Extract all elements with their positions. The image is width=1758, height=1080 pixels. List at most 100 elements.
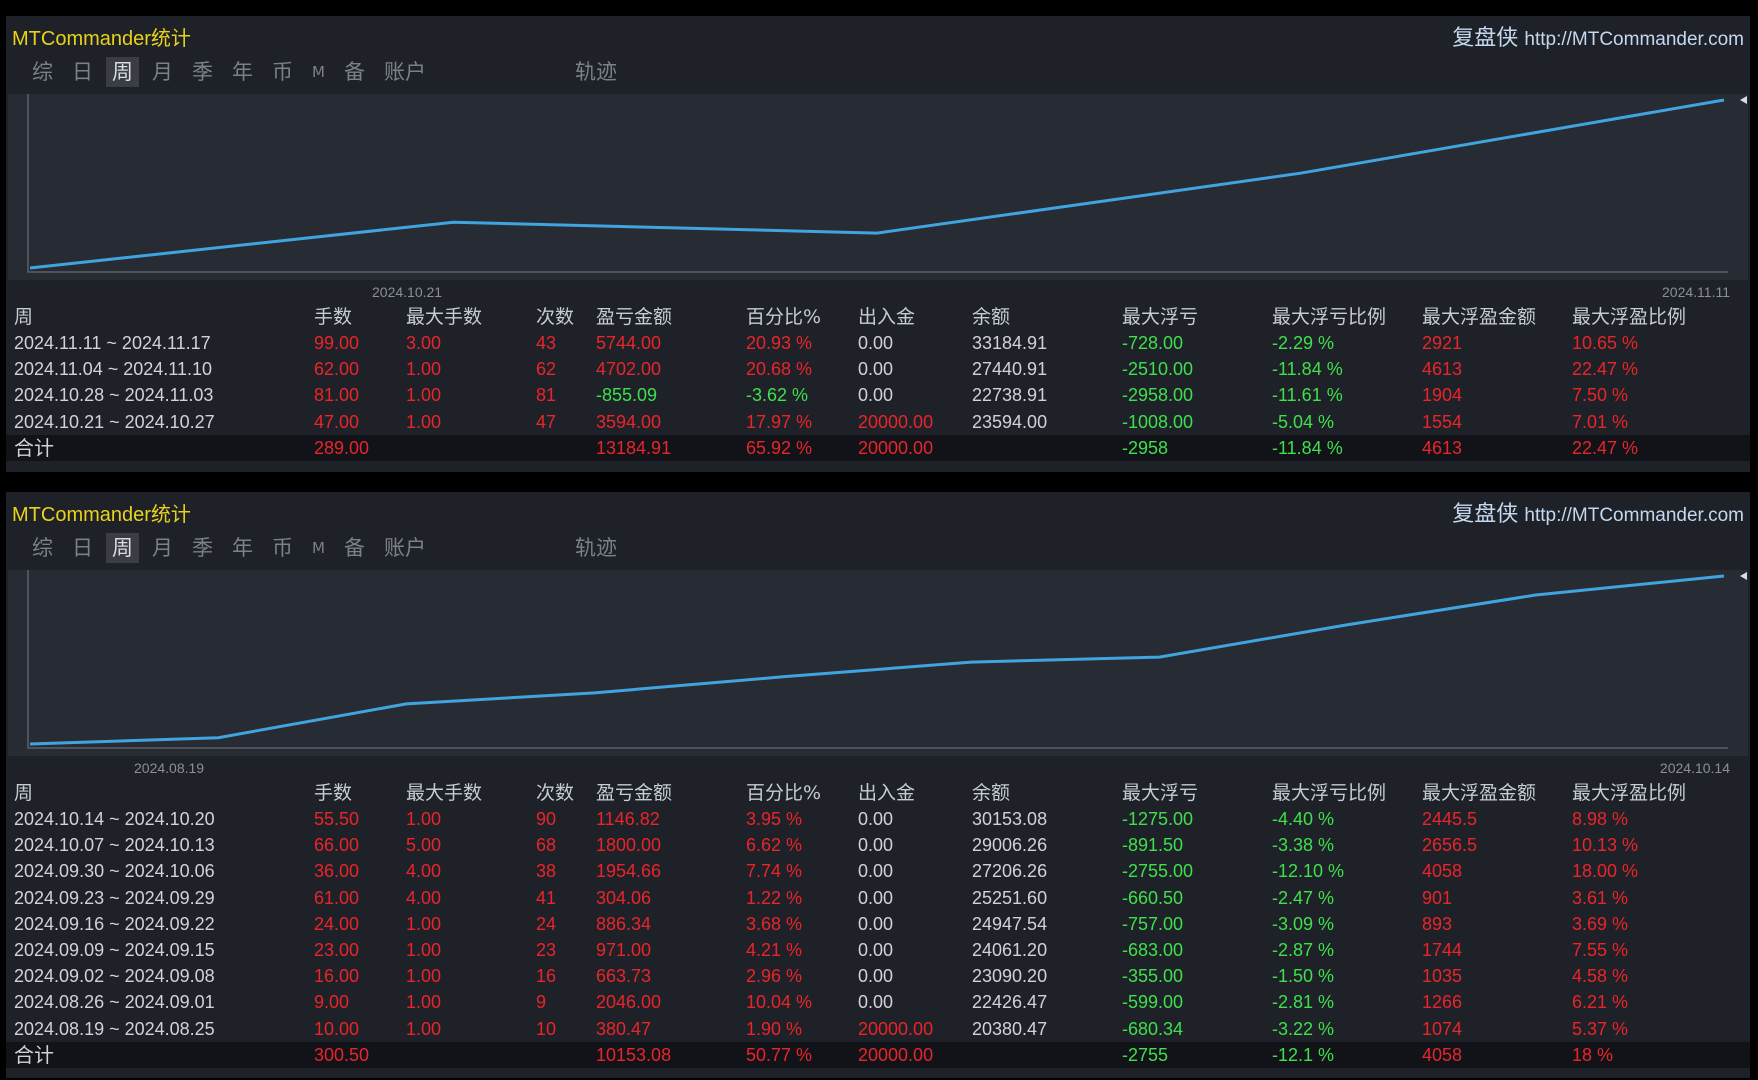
table-cell: 2024.11.04 ~ 2024.11.10: [14, 359, 213, 380]
table-cell: 1954.66: [596, 861, 662, 882]
column-header[interactable]: 出入金: [858, 782, 916, 804]
table-row[interactable]: 2024.09.09 ~ 2024.09.15 23.00 1.00 23 971.00…: [6, 937, 1750, 963]
table-row[interactable]: 2024.10.28 ~ 2024.11.03 81.00 1.00 81 -855.0…: [6, 382, 1750, 408]
table-row[interactable]: 2024.10.07 ~ 2024.10.13 66.00 5.00 68 1800.0…: [6, 832, 1750, 858]
brand-name: 复盘侠: [1452, 25, 1519, 50]
table-cell: 23: [536, 939, 557, 960]
table-cell: 893: [1422, 913, 1453, 934]
table-cell: -3.62 %: [746, 385, 809, 406]
table-cell: 10.65 %: [1572, 333, 1639, 353]
table-cell: 10.13 %: [1572, 835, 1639, 856]
tab-account[interactable]: 账户: [383, 536, 426, 560]
table-cell: 7.74 %: [746, 861, 803, 882]
brand[interactable]: 复盘侠 http://MTCommander.com: [1452, 496, 1744, 528]
table-cell: 4.00: [406, 861, 442, 882]
equity-chart: [8, 94, 1748, 280]
weekly-table: 周 手数 最大手数 次数 盈亏金额 百分比% 出入金 余额 最大浮亏 最大浮亏比例 最大浮盈金额 最大…: [6, 778, 1750, 1068]
tab-backup[interactable]: 备: [343, 536, 365, 560]
table-cell: 0.00: [858, 861, 894, 882]
tab-month[interactable]: 月: [152, 536, 173, 560]
table-cell: 81.00: [314, 385, 360, 406]
table-cell: 66.00: [314, 835, 360, 856]
table-cell: 24947.54: [972, 913, 1048, 934]
column-header[interactable]: 百分比%: [746, 306, 822, 328]
tab-day[interactable]: 日: [72, 60, 93, 84]
table-row[interactable]: 2024.11.04 ~ 2024.11.10 62.00 1.00 62 4702.0…: [6, 356, 1750, 382]
table-cell: -11.61 %: [1272, 385, 1343, 406]
tab-quarter[interactable]: 季: [192, 60, 213, 84]
column-header[interactable]: 最大浮盈比例: [1572, 306, 1687, 328]
column-header[interactable]: 周: [14, 306, 34, 328]
table-cell: -728.00: [1122, 333, 1184, 353]
tab-m[interactable]: M: [312, 63, 325, 81]
tab-week[interactable]: 周: [106, 533, 139, 563]
chart-axis: [27, 94, 1728, 273]
column-header[interactable]: 最大手数: [406, 782, 483, 804]
tab-week[interactable]: 周: [106, 57, 139, 87]
column-header[interactable]: 手数: [314, 306, 353, 328]
table-row[interactable]: 2024.08.19 ~ 2024.08.25 10.00 1.00 10 380.47…: [6, 1016, 1750, 1042]
tab-track[interactable]: 轨迹: [574, 60, 617, 84]
column-header[interactable]: 最大手数: [406, 306, 483, 328]
tab-summary[interactable]: 综: [32, 60, 53, 84]
tab-day[interactable]: 日: [72, 536, 93, 560]
table-cell: -599.00: [1122, 992, 1184, 1013]
column-header[interactable]: 最大浮亏比例: [1272, 782, 1387, 804]
chart-end-marker[interactable]: [1740, 572, 1747, 580]
column-header[interactable]: 最大浮盈金额: [1422, 782, 1537, 804]
table-cell: 55.50: [314, 809, 360, 829]
tab-account[interactable]: 账户: [383, 60, 426, 84]
column-header[interactable]: 次数: [536, 782, 575, 804]
table-cell: 2046.00: [596, 992, 662, 1013]
brand-url-link[interactable]: http://MTCommander.com: [1524, 505, 1744, 526]
chart-start-date: 2024.08.19: [134, 760, 205, 776]
table-cell: 0.00: [858, 992, 894, 1013]
column-header[interactable]: 余额: [972, 782, 1011, 804]
column-header[interactable]: 最大浮亏: [1122, 782, 1199, 804]
table-row[interactable]: 2024.09.16 ~ 2024.09.22 24.00 1.00 24 886.34…: [6, 911, 1750, 937]
column-header[interactable]: 百分比%: [746, 782, 822, 804]
column-header[interactable]: 出入金: [858, 306, 916, 328]
table-header: 周 手数 最大手数 次数 盈亏金额 百分比% 出入金 余额 最大浮亏 最大浮亏比例 最大浮盈金额 最大…: [6, 302, 1750, 330]
tab-year[interactable]: 年: [232, 536, 253, 560]
column-header[interactable]: 周: [14, 782, 34, 804]
tab-track[interactable]: 轨迹: [574, 536, 617, 560]
table-cell: 27206.26: [972, 861, 1048, 882]
tab-currency[interactable]: 币: [272, 60, 293, 84]
column-header[interactable]: 盈亏金额: [596, 306, 673, 328]
tab-quarter[interactable]: 季: [192, 536, 213, 560]
tab-m[interactable]: M: [312, 539, 325, 557]
tab-month[interactable]: 月: [152, 60, 173, 84]
table-row[interactable]: 2024.09.30 ~ 2024.10.06 36.00 4.00 38 1954.6…: [6, 858, 1750, 884]
column-header[interactable]: 手数: [314, 782, 353, 804]
table-cell: 61.00: [314, 887, 360, 908]
column-header[interactable]: 最大浮盈金额: [1422, 306, 1537, 328]
column-header[interactable]: 最大浮亏比例: [1272, 306, 1387, 328]
brand[interactable]: 复盘侠 http://MTCommander.com: [1452, 20, 1744, 52]
column-header[interactable]: 余额: [972, 306, 1011, 328]
column-header[interactable]: 最大浮亏: [1122, 306, 1199, 328]
column-header[interactable]: 次数: [536, 306, 575, 328]
tab-year[interactable]: 年: [232, 60, 253, 84]
brand-url-link[interactable]: http://MTCommander.com: [1524, 29, 1744, 50]
table-cell: 1744: [1422, 939, 1463, 960]
table-row[interactable]: 2024.10.21 ~ 2024.10.27 47.00 1.00 47 3594.0…: [6, 409, 1750, 435]
table-row[interactable]: 2024.09.02 ~ 2024.09.08 16.00 1.00 16 663.73…: [6, 963, 1750, 989]
tab-summary[interactable]: 综: [32, 536, 53, 560]
table-cell: 23.00: [314, 939, 360, 960]
tab-currency[interactable]: 币: [272, 536, 293, 560]
total-cell: 4613: [1422, 437, 1463, 458]
table-cell: 0.00: [858, 333, 894, 353]
tab-backup[interactable]: 备: [343, 60, 365, 84]
table-row[interactable]: 2024.09.23 ~ 2024.09.29 61.00 4.00 41 304.06…: [6, 885, 1750, 911]
chart-end-marker[interactable]: [1740, 96, 1747, 104]
table-row[interactable]: 2024.11.11 ~ 2024.11.17 99.00 3.00 43 5744.0…: [6, 330, 1750, 356]
table-row[interactable]: 2024.08.26 ~ 2024.09.01 9.00 1.00 9 2046.00 1…: [6, 989, 1750, 1015]
column-header[interactable]: 盈亏金额: [596, 782, 673, 804]
table-cell: -3.09 %: [1272, 913, 1335, 934]
table-row[interactable]: 2024.10.14 ~ 2024.10.20 55.50 1.00 90 1146.8…: [6, 806, 1750, 832]
table-cell: -680.34: [1122, 1018, 1184, 1039]
table-cell: 3.00: [406, 333, 442, 353]
column-header[interactable]: 最大浮盈比例: [1572, 782, 1687, 804]
table-cell: 20000.00: [858, 1018, 934, 1039]
